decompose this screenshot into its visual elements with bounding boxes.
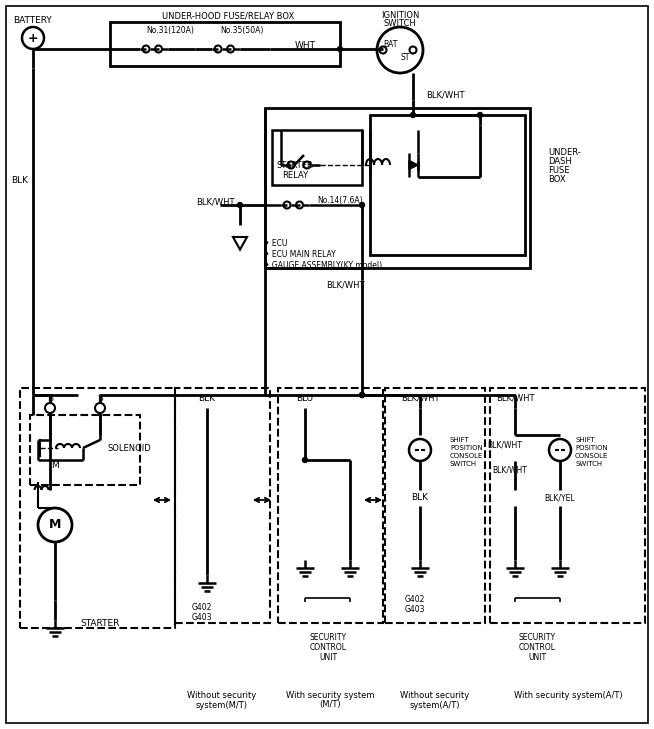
- Circle shape: [477, 112, 483, 117]
- Text: CONSOLE: CONSOLE: [450, 453, 483, 459]
- Text: BLK: BLK: [199, 394, 216, 402]
- Text: CONTROL: CONTROL: [519, 644, 555, 652]
- Text: POSITION: POSITION: [575, 445, 608, 451]
- Text: No.14(7.6A): No.14(7.6A): [317, 195, 363, 205]
- Text: With security system: With security system: [286, 690, 374, 700]
- Text: B: B: [47, 394, 53, 402]
- Circle shape: [303, 458, 307, 462]
- Text: BLK/WHT: BLK/WHT: [401, 394, 439, 402]
- Text: Without security: Without security: [400, 690, 470, 700]
- Text: UNDER-: UNDER-: [548, 147, 581, 157]
- Text: G403: G403: [192, 612, 213, 622]
- Bar: [175, 388, 270, 623]
- Text: M: M: [49, 518, 61, 531]
- Text: ST: ST: [400, 52, 409, 61]
- Circle shape: [337, 47, 343, 52]
- Text: BOX: BOX: [548, 174, 566, 184]
- Text: SECURITY: SECURITY: [309, 634, 347, 642]
- Text: • ECU: • ECU: [265, 238, 287, 248]
- Text: system(M/T): system(M/T): [196, 701, 248, 709]
- Bar: [20, 388, 175, 628]
- Text: BLK/WHT: BLK/WHT: [326, 281, 364, 289]
- Text: G403: G403: [405, 604, 425, 614]
- Text: UNIT: UNIT: [319, 653, 337, 663]
- Text: +: +: [27, 31, 39, 44]
- Bar: [370, 115, 525, 255]
- Text: BLK/WHT: BLK/WHT: [426, 90, 464, 99]
- Text: BLK/WHT: BLK/WHT: [496, 394, 534, 402]
- Circle shape: [360, 392, 364, 397]
- Bar: [265, 108, 530, 268]
- Text: SWITCH: SWITCH: [450, 461, 477, 467]
- Text: Without security: Without security: [188, 690, 256, 700]
- Text: S: S: [97, 394, 103, 402]
- Text: • ECU MAIN RELAY: • ECU MAIN RELAY: [265, 249, 336, 259]
- Text: SWITCH: SWITCH: [384, 18, 417, 28]
- Circle shape: [411, 112, 415, 117]
- Text: CONTROL: CONTROL: [309, 644, 347, 652]
- Text: M: M: [51, 461, 59, 469]
- Text: BLK/WHT: BLK/WHT: [492, 466, 527, 475]
- Text: SWITCH: SWITCH: [575, 461, 602, 467]
- Circle shape: [360, 392, 364, 397]
- Bar: [278, 388, 383, 623]
- Text: SHIFT: SHIFT: [450, 437, 470, 443]
- Text: No.31(120A): No.31(120A): [146, 26, 194, 34]
- Text: FUSE: FUSE: [548, 165, 570, 174]
- Text: UNDER-HOOD FUSE/RELAY BOX: UNDER-HOOD FUSE/RELAY BOX: [162, 12, 294, 20]
- Bar: [30, 415, 140, 485]
- Text: CONSOLE: CONSOLE: [575, 453, 608, 459]
- Text: BLU: BLU: [296, 394, 313, 402]
- Text: SECURITY: SECURITY: [519, 634, 555, 642]
- Text: BLK/WHT: BLK/WHT: [196, 198, 235, 206]
- Text: DASH: DASH: [548, 157, 572, 165]
- Text: STARTER: STARTER: [277, 160, 313, 170]
- Circle shape: [237, 203, 243, 208]
- Text: BAT: BAT: [383, 39, 397, 49]
- Text: (M/T): (M/T): [319, 701, 341, 709]
- Text: POSITION: POSITION: [450, 445, 483, 451]
- Text: No.35(50A): No.35(50A): [220, 26, 264, 34]
- Text: BLK: BLK: [12, 176, 29, 184]
- Text: WHT: WHT: [294, 41, 315, 50]
- Text: BLK/YEL: BLK/YEL: [545, 494, 576, 502]
- Text: RELAY: RELAY: [282, 171, 308, 179]
- Text: BLK/WHT: BLK/WHT: [488, 440, 523, 450]
- Text: SHIFT: SHIFT: [575, 437, 594, 443]
- Text: SOLENOID: SOLENOID: [108, 443, 152, 453]
- Bar: [490, 388, 645, 623]
- Bar: [385, 388, 485, 623]
- Text: BLK: BLK: [411, 494, 428, 502]
- Text: system(A/T): system(A/T): [410, 701, 460, 709]
- Circle shape: [360, 203, 364, 208]
- Text: With security system(A/T): With security system(A/T): [513, 690, 623, 700]
- Text: UNIT: UNIT: [528, 653, 546, 663]
- Text: STARTER: STARTER: [80, 618, 120, 628]
- Text: • GAUGE ASSEMBLY(KY model): • GAUGE ASSEMBLY(KY model): [265, 260, 382, 270]
- Bar: [110, 22, 340, 66]
- Polygon shape: [409, 160, 418, 170]
- Text: G402: G402: [192, 604, 212, 612]
- Text: BATTERY: BATTERY: [14, 15, 52, 25]
- Text: IGNITION: IGNITION: [381, 10, 419, 20]
- Bar: [272, 130, 362, 185]
- Text: G402: G402: [405, 596, 425, 604]
